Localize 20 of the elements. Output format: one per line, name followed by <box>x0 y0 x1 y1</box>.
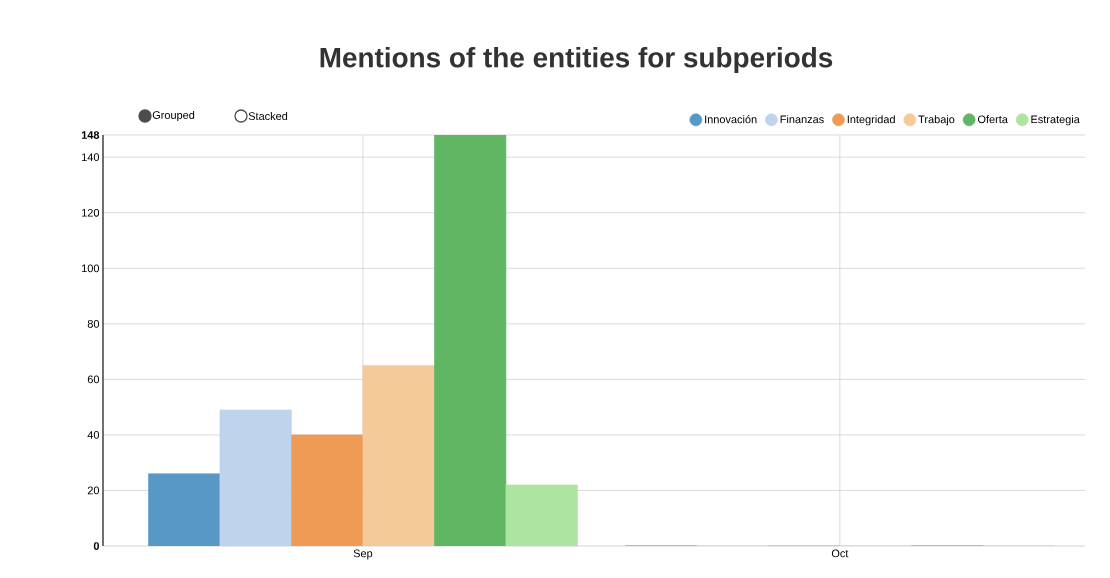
legend-label: Trabajo <box>918 115 955 126</box>
legend-label: Integridad <box>847 115 895 126</box>
legend-label: Oferta <box>977 115 1008 124</box>
y-tick-label: 40 <box>87 431 100 439</box>
y-tick-label: 148 <box>81 131 100 139</box>
text: Stacked <box>248 111 288 121</box>
text: Grouped <box>152 110 195 122</box>
y-tick-label: 120 <box>82 208 100 217</box>
legend-label: Finanzas <box>780 115 824 124</box>
x-tick-label: Sep <box>353 549 373 560</box>
y-tick-label: 20 <box>87 486 100 495</box>
y-tick-label: 100 <box>82 264 100 273</box>
y-tick-label: 140 <box>82 153 100 162</box>
chart-title: Mentions of the entities for subperiods <box>320 47 833 73</box>
y-tick-label: 60 <box>87 375 100 384</box>
legend-label: Estrategia <box>1031 115 1080 126</box>
legend-label: Innovación <box>705 115 757 124</box>
y-tick-label: 80 <box>87 319 100 328</box>
y-tick-label: 0 <box>93 542 100 550</box>
x-tick-label: Oct <box>831 549 849 558</box>
